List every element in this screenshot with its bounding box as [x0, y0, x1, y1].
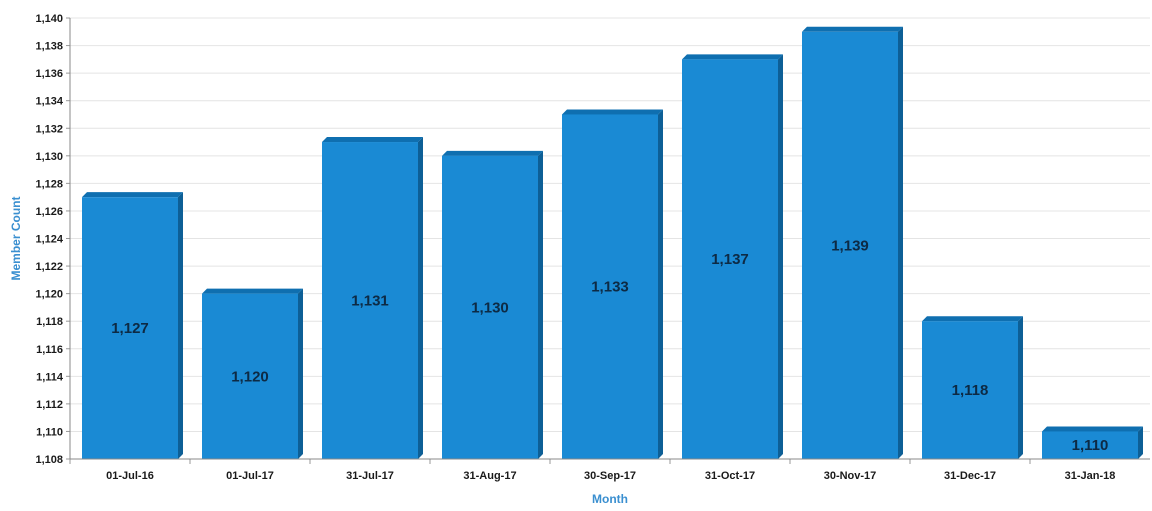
y-tick-label: 1,116 [36, 344, 63, 356]
bar-group: 1,133 [562, 109, 663, 459]
bar-data-label: 1,110 [1072, 437, 1109, 454]
bar-group: 1,127 [82, 192, 183, 459]
y-tick-label: 1,122 [35, 261, 63, 273]
bar[interactable] [562, 114, 658, 459]
y-tick-label: 1,124 [35, 234, 63, 246]
bar-top [922, 316, 1023, 322]
x-tick-label: 31-Oct-17 [705, 470, 755, 482]
y-tick-label: 1,114 [36, 371, 64, 383]
x-tick-label: 30-Nov-17 [824, 470, 877, 482]
x-tick-label: 31-Jul-17 [346, 470, 394, 482]
y-tick-label: 1,138 [35, 41, 63, 53]
x-tick-label: 01-Jul-16 [106, 470, 154, 482]
bar-top [562, 109, 663, 115]
bar[interactable] [202, 293, 298, 459]
y-tick-label: 1,126 [35, 206, 63, 218]
bar-group: 1,110 [1042, 426, 1143, 459]
y-tick-label: 1,108 [35, 454, 63, 466]
bar[interactable] [82, 197, 178, 459]
bar-data-label: 1,130 [471, 299, 509, 316]
bar-data-label: 1,118 [952, 382, 989, 399]
bar-data-label: 1,127 [111, 320, 149, 337]
bar-side [1138, 426, 1143, 459]
bar[interactable] [442, 155, 538, 459]
bar-side [178, 192, 183, 459]
bar-group: 1,118 [922, 316, 1023, 459]
bar-top [802, 26, 903, 32]
y-tick-label: 1,120 [35, 289, 63, 301]
bar-top [82, 192, 183, 198]
bar-side [298, 288, 303, 459]
bar-top [442, 150, 543, 156]
bar-top [202, 288, 303, 294]
bar[interactable] [322, 142, 418, 459]
y-axis-ticks: 1,108 1,110 1,112 1,114 1,116 1,118 1,120 1,122… [35, 13, 70, 466]
bar-side [538, 150, 543, 459]
bar-group: 1,139 [802, 26, 903, 459]
bar[interactable] [1042, 431, 1138, 459]
bar[interactable] [922, 321, 1018, 459]
bar-side [898, 26, 903, 459]
x-axis-ticks: 01-Jul-16 01-Jul-17 31-Jul-17 31-Aug-17 30-S… [69, 459, 1116, 482]
bar-data-label: 1,133 [591, 279, 629, 296]
bar-side [658, 109, 663, 459]
y-tick-label: 1,136 [35, 68, 63, 80]
bar-side [418, 137, 423, 459]
x-axis-title: Month [592, 492, 628, 506]
bar-top [322, 137, 423, 143]
bar-side [778, 54, 783, 459]
bar-top [682, 54, 783, 60]
bar-side [1018, 316, 1023, 459]
x-tick-label: 01-Jul-17 [226, 470, 274, 482]
bar-group: 1,120 [202, 288, 303, 459]
y-tick-label: 1,112 [36, 399, 63, 411]
y-tick-label: 1,134 [35, 96, 63, 108]
bar-top [1042, 426, 1143, 432]
bar-group: 1,131 [322, 137, 423, 459]
bar-data-label: 1,139 [831, 237, 869, 254]
y-axis-title: Member Count [9, 196, 23, 280]
y-tick-label: 1,130 [35, 151, 63, 163]
bars: 1,127 1,120 1,131 1,130 1,133 1,137 1,139 1,118… [82, 26, 1143, 459]
x-tick-label: 31-Jan-18 [1065, 470, 1116, 482]
bar-data-label: 1,137 [711, 251, 749, 268]
bar[interactable] [802, 31, 898, 459]
bar-group: 1,137 [682, 54, 783, 459]
bar-data-label: 1,120 [231, 368, 269, 385]
y-tick-label: 1,140 [35, 13, 63, 25]
bar-data-label: 1,131 [351, 293, 389, 310]
y-tick-label: 1,128 [35, 178, 63, 190]
y-tick-label: 1,132 [35, 123, 63, 135]
x-tick-label: 31-Dec-17 [944, 470, 996, 482]
x-tick-label: 31-Aug-17 [463, 470, 516, 482]
x-tick-label: 30-Sep-17 [584, 470, 636, 482]
bar-group: 1,130 [442, 150, 543, 459]
y-tick-label: 1,110 [36, 426, 63, 438]
y-tick-label: 1,118 [36, 316, 63, 328]
bar[interactable] [682, 59, 778, 459]
